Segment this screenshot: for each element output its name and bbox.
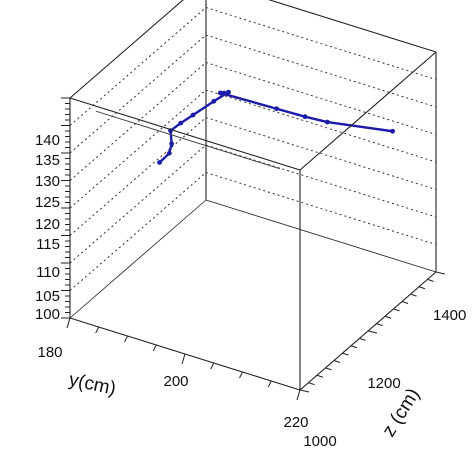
gridline [69,144,437,264]
box-edge [69,199,207,319]
z-tick-major [435,271,446,275]
box-edge [69,0,184,99]
box-front-frame [69,51,437,391]
data-point [302,114,308,120]
z-tick-minor [401,301,409,304]
y-tick-minor [267,380,272,388]
box-edge [268,0,437,53]
z-tick-minor [333,360,341,363]
box-gridlines [69,6,437,291]
y-tick-label: 220 [283,414,308,431]
data-point [169,141,175,147]
z-tick-label: 1200 [367,375,400,392]
gridline [69,61,437,181]
gridline [69,89,437,209]
series-line [158,90,393,164]
box-back-frame [69,0,437,319]
z-tick-label: 1000 [303,433,336,450]
z-tick-minor [393,308,400,312]
vertical-tick-label: 115 [36,236,60,253]
vertical-tick-label: 105 [35,288,60,305]
z-tick-major [367,330,378,334]
gridline [69,34,437,154]
data-point [217,90,223,96]
y-tick-minor [239,371,243,379]
vertical-tick-label: 125 [35,194,60,211]
z-axis-label: z (cm) [378,385,424,441]
z-tick-major [299,389,310,393]
gridline [69,171,437,291]
box-edge-shadow [95,110,281,170]
z-axis-tick-labels: 1000 1200 1400 [303,307,466,450]
data-point [324,119,330,125]
y-tick-major [66,317,71,329]
z-tick-minor [316,374,324,378]
box-edge [69,317,301,391]
gridline [69,6,437,126]
data-point [178,120,184,126]
y-tick-minor [124,335,128,343]
y-tick-minor [95,326,100,334]
y-tick-major [181,353,186,365]
box-edge [205,199,437,273]
y-tick-minor [210,362,215,370]
vertical-tick-label: 110 [36,264,60,281]
z-tick-minor [350,345,358,349]
z-tick-minor [427,278,434,282]
vertical-tick-label: 140 [35,132,60,149]
vertical-axis-tick-labels: 100 105 110 115 120 125 130 135 140 [35,132,60,323]
y-tick-label: 180 [37,344,62,361]
data-point [211,98,217,104]
series-layer [157,89,395,165]
axis-ticks [61,97,446,401]
y-axis-tick-labels: 180 200 220 [37,344,308,431]
box-edge [299,51,437,171]
data-point [226,89,231,95]
z-tick-label: 1400 [433,307,466,324]
y-tick-major [296,389,301,401]
z-tick-minor [359,337,366,341]
data-point [221,90,227,96]
data-point [390,128,395,134]
z-tick-minor [410,293,417,297]
box-edge [69,97,301,171]
vertical-tick-label: 100 [35,306,60,323]
z-tick-minor [342,352,349,356]
z-tick-minor [376,323,383,327]
z-tick-minor [325,367,332,371]
z-tick-minor [308,382,315,386]
gridline [69,116,437,236]
z-tick-minor [384,315,392,319]
data-point [157,160,162,165]
vertical-tick-label: 130 [35,173,60,190]
z-tick-minor [418,286,426,290]
vertical-tick-label: 135 [35,152,60,169]
data-point [274,106,279,112]
data-point [190,112,196,118]
y-tick-minor [152,344,157,352]
y-axis-label: y(cm) [67,369,118,399]
box-edge [299,271,437,391]
vertical-tick-label: 120 [35,216,60,233]
data-point [166,150,172,156]
y-tick-label: 200 [163,373,188,390]
